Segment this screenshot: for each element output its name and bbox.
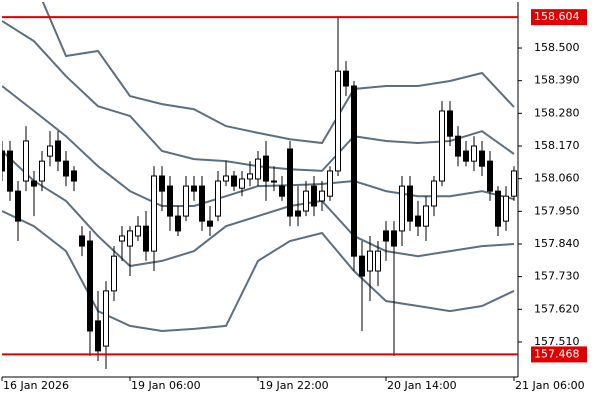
candle-body <box>7 150 13 192</box>
candle-body <box>231 175 237 187</box>
bollinger-band <box>2 85 515 207</box>
candle-body <box>495 190 501 227</box>
candle-body <box>487 160 493 192</box>
x-tick-label: 20 Jan 14:00 <box>387 379 457 392</box>
candle-body <box>239 178 245 189</box>
candle-body <box>47 145 53 157</box>
candle-body <box>135 225 141 237</box>
candle-body <box>335 70 341 172</box>
candle-body <box>391 230 397 247</box>
candle-body <box>247 173 253 180</box>
candle-body <box>367 250 373 272</box>
candle-body <box>399 185 405 232</box>
candle-body <box>447 110 453 137</box>
x-tick-label: 19 Jan 22:00 <box>259 379 329 392</box>
level-label-box <box>531 346 587 363</box>
candle-body <box>351 85 357 257</box>
y-tick-label: 158.060 <box>534 172 580 185</box>
candle-body <box>279 185 285 197</box>
candle-body <box>327 170 333 197</box>
candle-body <box>463 150 469 162</box>
candle-body <box>407 185 413 222</box>
y-tick-label: 157.840 <box>534 237 580 250</box>
bollinger-band <box>2 150 515 268</box>
candle-body <box>199 185 205 222</box>
candle-body <box>63 160 69 177</box>
candle-body <box>215 180 221 217</box>
level-label-box <box>531 9 587 26</box>
candle-body <box>183 185 189 217</box>
candle-body <box>127 230 133 247</box>
candle-body <box>191 185 197 192</box>
candle-body <box>503 195 509 222</box>
candle-body <box>31 180 37 187</box>
candle-body <box>303 190 309 212</box>
candle-body <box>271 180 277 183</box>
y-tick-label: 157.730 <box>534 270 580 283</box>
candle-body <box>159 175 165 192</box>
x-tick-label: 19 Jan 06:00 <box>131 379 201 392</box>
y-tick-label: 157.510 <box>534 335 580 348</box>
y-tick-label: 157.620 <box>534 302 580 315</box>
candle-body <box>207 220 213 227</box>
candle-body <box>375 250 381 272</box>
candle-body <box>79 235 85 247</box>
x-tick-label: 16 Jan 2026 <box>3 379 69 392</box>
candle-body <box>87 240 93 332</box>
y-tick-label: 158.500 <box>534 41 580 54</box>
candle-body <box>431 180 437 207</box>
candle-body <box>263 155 269 182</box>
candle-body <box>343 70 349 87</box>
candle-body <box>39 160 45 182</box>
candle-body <box>2 150 5 172</box>
candle-body <box>295 210 301 217</box>
candle-body <box>71 170 77 182</box>
candle-body <box>319 190 325 202</box>
candle-body <box>511 170 517 197</box>
candle-body <box>223 175 229 182</box>
y-tick-label: 158.390 <box>534 74 580 87</box>
plot-area <box>2 2 517 369</box>
candle-body <box>423 205 429 227</box>
candle-body <box>479 150 485 167</box>
candle-body <box>111 255 117 292</box>
candle-body <box>55 140 61 162</box>
bollinger-band <box>41 2 515 145</box>
candle-body <box>95 320 101 352</box>
candle-body <box>23 140 29 182</box>
candle-body <box>287 148 293 217</box>
candle-body <box>255 158 261 180</box>
candle-body <box>103 290 109 347</box>
candle-body <box>151 175 157 252</box>
candle-body <box>383 230 389 242</box>
candle-body <box>455 135 461 157</box>
candle-body <box>415 215 421 227</box>
level-label: 157.468 <box>534 347 580 360</box>
candle-body <box>311 185 317 207</box>
candle-body <box>359 255 365 277</box>
candle-body <box>471 145 477 162</box>
level-label: 158.604 <box>534 10 580 23</box>
candle-body <box>167 185 173 217</box>
y-tick-label: 158.280 <box>534 106 580 119</box>
candle-body <box>119 235 125 242</box>
candle-body <box>175 215 181 232</box>
candle-body <box>15 190 21 222</box>
candle-body <box>439 110 445 182</box>
x-tick-label: 21 Jan 06:00 <box>515 379 585 392</box>
y-tick-label: 158.170 <box>534 139 580 152</box>
y-tick-label: 157.950 <box>534 204 580 217</box>
candle-body <box>143 225 149 252</box>
